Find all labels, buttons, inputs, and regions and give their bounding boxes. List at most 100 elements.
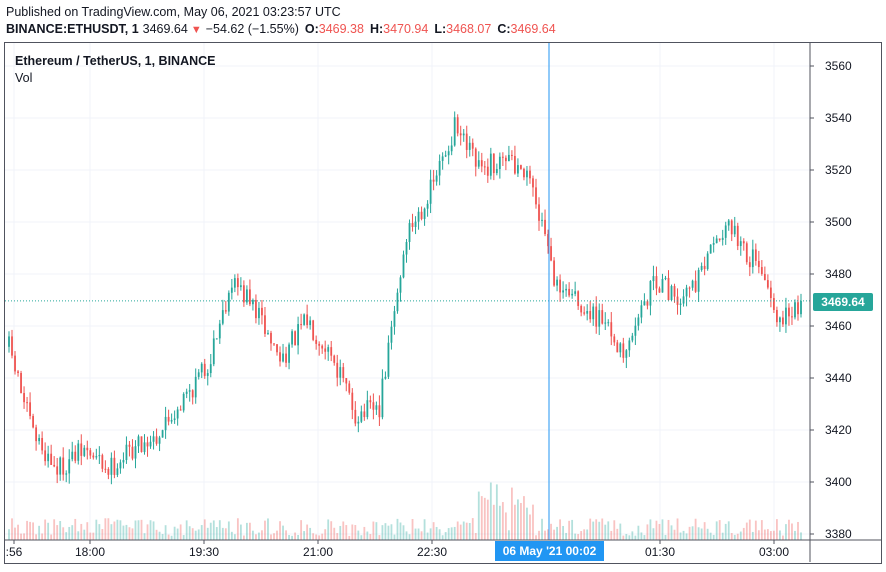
candle-body <box>453 117 456 146</box>
volume-bar <box>511 487 513 540</box>
volume-bar <box>300 520 303 540</box>
volume-bar <box>279 521 281 540</box>
candle-body <box>661 278 664 293</box>
chart-frame[interactable] <box>4 42 882 564</box>
volume-bar <box>709 532 712 540</box>
candle-body <box>62 457 65 475</box>
volume-bar <box>420 531 423 540</box>
candle-body <box>14 355 16 372</box>
volume-bar <box>721 532 724 540</box>
volume-bar <box>544 530 546 540</box>
candle-body <box>167 416 170 422</box>
volume-bar <box>161 533 164 540</box>
volume-bar <box>188 526 191 540</box>
candle-body <box>700 265 703 270</box>
candle-body <box>748 262 751 268</box>
candle-body <box>83 447 86 456</box>
candle-body <box>670 286 673 301</box>
volume-bar <box>751 531 754 540</box>
candle-body <box>242 285 245 303</box>
volume-bar <box>772 530 775 540</box>
candle-body <box>360 411 363 422</box>
open-value: 3469.38 <box>318 22 364 36</box>
volume-bar <box>282 525 284 540</box>
volume-bar <box>471 518 474 540</box>
candle-body <box>312 320 315 340</box>
candle-body <box>233 278 236 288</box>
candle-body <box>607 322 610 324</box>
volume-bar <box>363 526 366 540</box>
candle-body <box>414 221 417 227</box>
candle-body <box>23 393 25 403</box>
candle-body <box>736 225 739 247</box>
candle-body <box>258 307 260 319</box>
volume-bar <box>270 534 272 540</box>
candle-body <box>655 276 658 289</box>
candle-body <box>161 430 164 438</box>
volume-bar <box>23 533 25 540</box>
volume-bar <box>107 518 110 540</box>
volume-bar <box>68 526 71 540</box>
volume-bar <box>233 534 236 540</box>
volume-bar <box>267 518 269 540</box>
candle-body <box>185 391 188 394</box>
candle-body <box>462 133 465 136</box>
candle-body <box>50 453 53 465</box>
candle-body <box>625 350 628 358</box>
volume-bar <box>342 521 345 540</box>
candle-body <box>339 367 342 378</box>
volume-bar <box>664 534 667 540</box>
volume-bar <box>218 520 221 540</box>
candle-body <box>191 390 194 398</box>
y-tick-label: 3560 <box>825 59 852 73</box>
volume-bar <box>504 512 507 540</box>
volume-bar <box>197 529 200 540</box>
candle-body <box>95 456 98 458</box>
candle-body <box>194 376 197 398</box>
candle-body <box>754 249 757 261</box>
volume-bar <box>92 532 95 540</box>
y-tick-label: 3520 <box>825 163 852 177</box>
candle-body <box>589 310 592 320</box>
volume-bar <box>601 518 604 540</box>
candle-body <box>785 307 787 325</box>
candle-body <box>330 347 333 356</box>
candle-body <box>420 211 423 219</box>
volume-bar <box>152 521 155 540</box>
candle-body <box>309 320 312 326</box>
volume-bar <box>779 530 781 540</box>
volume-bar <box>59 521 62 540</box>
candle-body <box>11 336 13 356</box>
volume-bar <box>396 518 399 540</box>
volume-bar <box>74 518 77 540</box>
candle-body <box>800 300 802 315</box>
candle-body <box>203 363 206 376</box>
volume-bar <box>724 523 727 540</box>
candle-body <box>104 468 107 470</box>
candle-body <box>652 276 655 282</box>
volume-bar <box>158 531 161 540</box>
volume-bar <box>712 534 715 540</box>
volume-bar <box>670 525 673 540</box>
candle-body <box>535 187 537 205</box>
volume-bar <box>47 522 50 540</box>
volume-bar <box>532 504 534 540</box>
last-price: 3469.64 <box>142 22 188 36</box>
volume-bar <box>390 524 393 540</box>
volume-bar <box>372 521 375 540</box>
volume-bar <box>249 522 251 540</box>
volume-bar <box>736 533 739 540</box>
candle-body <box>664 277 667 279</box>
candle-body <box>215 338 218 340</box>
volume-bar <box>321 533 324 540</box>
volume-bar <box>571 519 574 540</box>
volume-bar <box>794 530 796 540</box>
y-tick-label: 3420 <box>825 423 852 437</box>
candle-body <box>727 220 730 226</box>
volume-bar <box>179 524 182 540</box>
candle-body <box>520 165 522 169</box>
candle-body <box>432 179 435 182</box>
volume-bar <box>53 519 56 540</box>
volume-bar <box>245 522 248 540</box>
